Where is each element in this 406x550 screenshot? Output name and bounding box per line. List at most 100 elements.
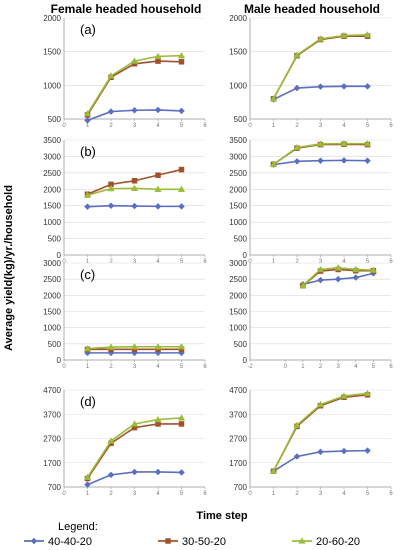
panel-7: 700 1700 2700 3700 4700 0 1 2 3 4 5 6 — [229, 386, 393, 497]
x-tick-label: 4 — [156, 364, 160, 370]
y-tick-label: 1000 — [229, 218, 247, 227]
col-title-female: Female headed household — [51, 2, 202, 16]
x-tick-label: 4 — [342, 123, 346, 129]
x-tick-label: 4 — [342, 259, 346, 265]
x-tick-label: 5 — [180, 364, 184, 370]
x-tick-label: 5 — [366, 491, 370, 497]
x-tick-label: 3 — [133, 259, 137, 265]
x-tick-label: 0 — [62, 491, 66, 497]
x-tick-label: 1 — [301, 364, 305, 370]
legend-label-20-60-20: 20-60-20 — [316, 536, 360, 548]
col-title-male: Male headed household — [244, 2, 380, 16]
y-tick-label: 3000 — [43, 259, 61, 268]
x-tick-label: 5 — [366, 259, 370, 265]
y-tick-label: 2500 — [229, 169, 247, 178]
panel-1: 500 1000 1500 2000 0 1 2 3 4 5 6 — [229, 14, 393, 129]
y-tick-label: 2500 — [229, 275, 247, 284]
x-tick-label: 2 — [319, 364, 323, 370]
x-tick-label: 6 — [203, 259, 207, 265]
y-tick-label: 0 — [57, 356, 62, 365]
legend: Legend: 40-40-20 30-50-20 20-60-20 — [24, 521, 360, 548]
y-tick-label: 2000 — [43, 185, 61, 194]
x-tick-label: 0 — [62, 259, 66, 265]
x-tick-label: 5 — [180, 123, 184, 129]
x-tick-label: 1 — [272, 123, 276, 129]
x-tick-label: 1 — [272, 259, 276, 265]
y-tick-label: 2500 — [43, 169, 61, 178]
series-line-30-50-20 — [86, 60, 182, 116]
x-tick-label: 6 — [203, 491, 207, 497]
y-tick-label: 1500 — [229, 308, 247, 317]
x-tick-label: 0 — [284, 364, 288, 370]
y-tick-label: 3500 — [43, 136, 61, 145]
x-tick-label: 1 — [86, 364, 90, 370]
y-tick-label: 1500 — [229, 202, 247, 211]
x-tick-label: 0 — [248, 491, 252, 497]
panel-label: (d) — [80, 394, 96, 409]
y-tick-label: 0 — [57, 251, 62, 260]
x-tick-label: 1 — [86, 259, 90, 265]
x-tick-label: 2 — [295, 259, 299, 265]
y-tick-label: 700 — [48, 483, 62, 492]
y-tick-label: 500 — [48, 235, 62, 244]
legend-title: Legend: — [58, 521, 98, 533]
y-tick-label: 2500 — [43, 275, 61, 284]
y-tick-label: 1700 — [229, 459, 247, 468]
x-tick-label: 1 — [86, 491, 90, 497]
x-tick-label: 2 — [109, 259, 113, 265]
y-tick-label: 500 — [48, 340, 62, 349]
y-tick-label: 3500 — [229, 136, 247, 145]
x-tick-label: 3 — [133, 123, 137, 129]
legend-label-40-40-20: 40-40-20 — [48, 536, 92, 548]
x-tick-label: 0 — [62, 364, 66, 370]
panel-0: 500 1000 1500 2000 0 1 2 3 4 5 6 (a) — [43, 14, 207, 129]
x-tick-label: 5 — [366, 123, 370, 129]
y-tick-label: 1500 — [43, 202, 61, 211]
x-tick-label: 3 — [319, 123, 323, 129]
panel-label: (a) — [80, 22, 96, 37]
y-tick-label: 500 — [234, 340, 248, 349]
x-tick-label: 6 — [203, 364, 207, 370]
x-tick-label: 3 — [319, 259, 323, 265]
x-tick-label: 6 — [389, 123, 393, 129]
x-tick-label: 4 — [354, 364, 358, 370]
x-tick-label: 3 — [336, 364, 340, 370]
x-tick-label: 6 — [389, 364, 393, 370]
x-tick-label: 2 — [109, 123, 113, 129]
x-tick-label: 5 — [180, 259, 184, 265]
y-tick-label: 3000 — [229, 259, 247, 268]
x-tick-label: 3 — [133, 491, 137, 497]
x-tick-label: 6 — [203, 123, 207, 129]
x-tick-label: 4 — [156, 259, 160, 265]
x-tick-label: 0 — [62, 123, 66, 129]
y-tick-label: 1000 — [229, 324, 247, 333]
x-tick-label: 5 — [180, 491, 184, 497]
x-axis-title: Time step — [196, 510, 247, 522]
x-tick-label: 4 — [156, 491, 160, 497]
y-tick-label: 0 — [243, 251, 248, 260]
y-tick-label: 2000 — [229, 14, 247, 23]
x-tick-label: 0 — [248, 259, 252, 265]
x-tick-label: 1 — [272, 491, 276, 497]
y-tick-label: 2000 — [43, 14, 61, 23]
y-tick-label: 2000 — [43, 291, 61, 300]
y-tick-label: 3000 — [229, 152, 247, 161]
y-tick-label: 1500 — [229, 48, 247, 57]
y-tick-label: 2000 — [229, 291, 247, 300]
x-tick-label: 0 — [248, 123, 252, 129]
y-tick-label: 1500 — [43, 48, 61, 57]
y-tick-label: 0 — [243, 356, 248, 365]
x-tick-label: 2 — [109, 364, 113, 370]
x-tick-label: 2 — [109, 491, 113, 497]
x-tick-label: -2 — [247, 364, 253, 370]
x-tick-label: 4 — [342, 491, 346, 497]
y-tick-label: 3700 — [43, 410, 61, 419]
y-tick-label: 500 — [234, 235, 248, 244]
x-tick-label: 6 — [389, 259, 393, 265]
x-tick-label: 4 — [156, 123, 160, 129]
x-tick-label: 2 — [295, 123, 299, 129]
x-tick-label: 1 — [86, 123, 90, 129]
